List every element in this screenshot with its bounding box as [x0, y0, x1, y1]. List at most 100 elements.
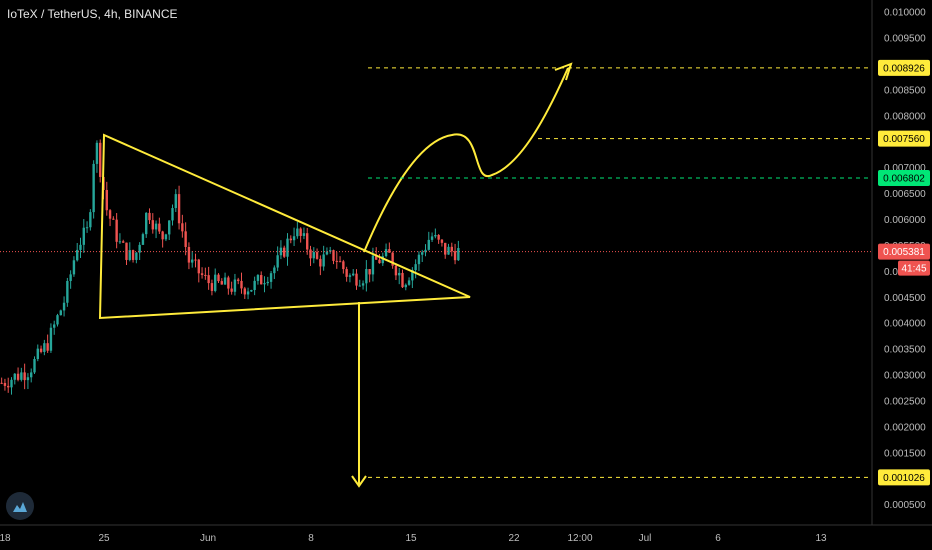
candle-body: [253, 280, 256, 290]
y-tick-label: 0.009500: [884, 34, 926, 45]
candle-body: [210, 283, 214, 291]
candle-body: [217, 274, 220, 282]
candle-body: [434, 234, 437, 237]
current-price-tag: [878, 243, 930, 260]
y-tick-label: 0.002500: [884, 396, 926, 407]
candle-body: [56, 315, 59, 325]
candle-body: [355, 273, 358, 286]
candle-body: [62, 302, 66, 311]
candle-body: [49, 327, 53, 351]
candle-body: [79, 244, 82, 250]
x-tick-label: 18: [0, 533, 11, 544]
tradingview-cloud-icon[interactable]: [6, 492, 34, 520]
candle-body: [378, 259, 381, 264]
candle-body: [181, 223, 184, 232]
candle-body: [365, 269, 368, 284]
triangle-pattern: [98, 133, 471, 320]
level-price-tag: [878, 169, 930, 186]
x-tick-label: Jul: [639, 533, 652, 544]
candle-body: [164, 234, 168, 240]
candle-body: [148, 212, 151, 221]
level-price-tag: [878, 130, 930, 147]
level-price-label: 0.007560: [883, 134, 925, 145]
candle-body: [361, 283, 365, 286]
candle-body: [99, 142, 102, 177]
candle-body: [309, 249, 312, 259]
candle-body: [105, 189, 108, 211]
candle-body: [296, 228, 299, 237]
candle-body: [315, 252, 319, 259]
candle-body: [53, 324, 56, 328]
candle-body: [319, 258, 322, 267]
candle-body: [283, 247, 286, 257]
countdown-tag: [898, 260, 930, 276]
y-tick-label: 0.004000: [884, 319, 926, 330]
y-tick-label: 0.004500: [884, 293, 926, 304]
candle-body: [214, 274, 217, 291]
candle-body: [10, 379, 13, 388]
candle-body: [23, 372, 26, 381]
candle-body: [20, 372, 23, 380]
candle-body: [375, 255, 378, 260]
candle-body: [368, 269, 371, 275]
x-tick-label: 15: [405, 533, 417, 544]
candle-body: [269, 273, 273, 282]
candle-body: [398, 272, 401, 276]
candle-body: [286, 238, 289, 257]
candle-body: [440, 239, 444, 243]
candle-body: [3, 382, 7, 386]
candle-body: [352, 273, 355, 276]
candle-body: [256, 275, 260, 281]
candle-body: [112, 218, 115, 220]
candle-body: [92, 163, 95, 213]
candle-body: [306, 233, 309, 250]
candle-body: [131, 250, 135, 260]
candle-body: [388, 249, 391, 253]
candle-body: [332, 250, 335, 261]
y-tick-label: 0.006500: [884, 189, 926, 200]
level-price-tag: [878, 59, 930, 76]
candle-body: [72, 260, 76, 275]
candle-body: [138, 244, 141, 253]
candle-body: [342, 261, 345, 270]
candle-body: [151, 220, 154, 230]
candle-body: [437, 234, 440, 240]
candle-body: [30, 372, 33, 378]
candle-body: [329, 250, 332, 252]
candle-body: [384, 249, 388, 257]
y-tick-label: 0.003000: [884, 371, 926, 382]
candle-body: [457, 248, 460, 261]
candle-body: [338, 261, 342, 263]
candle-body: [128, 250, 131, 260]
candle-body: [39, 348, 43, 352]
y-tick-label: 0.008000: [884, 111, 926, 122]
candle-body: [230, 288, 233, 292]
x-tick-label: 22: [508, 533, 520, 544]
candle-body: [95, 142, 99, 164]
candle-body: [168, 220, 171, 235]
candle-body: [85, 227, 89, 229]
candle-body: [266, 281, 269, 284]
candle-body: [204, 274, 207, 276]
x-tick-label: 8: [308, 533, 314, 544]
candle-body: [381, 256, 384, 264]
candle-body: [260, 275, 263, 285]
candle-body: [447, 246, 450, 255]
candle-body: [263, 283, 266, 285]
candle-body: [26, 377, 30, 381]
countdown-label: 41:45: [901, 264, 926, 275]
candle-body: [276, 255, 279, 268]
y-tick-label: 0.006000: [884, 215, 926, 226]
candle-body: [246, 291, 250, 295]
candle-body: [59, 310, 62, 316]
candle-body: [108, 210, 112, 219]
candle-body: [424, 249, 427, 253]
candle-body: [76, 249, 79, 261]
candle-body: [348, 275, 352, 277]
candle-body: [411, 269, 414, 281]
current-price-label: 0.005381: [883, 247, 925, 258]
candle-body: [430, 236, 434, 240]
candle-body: [16, 373, 20, 380]
